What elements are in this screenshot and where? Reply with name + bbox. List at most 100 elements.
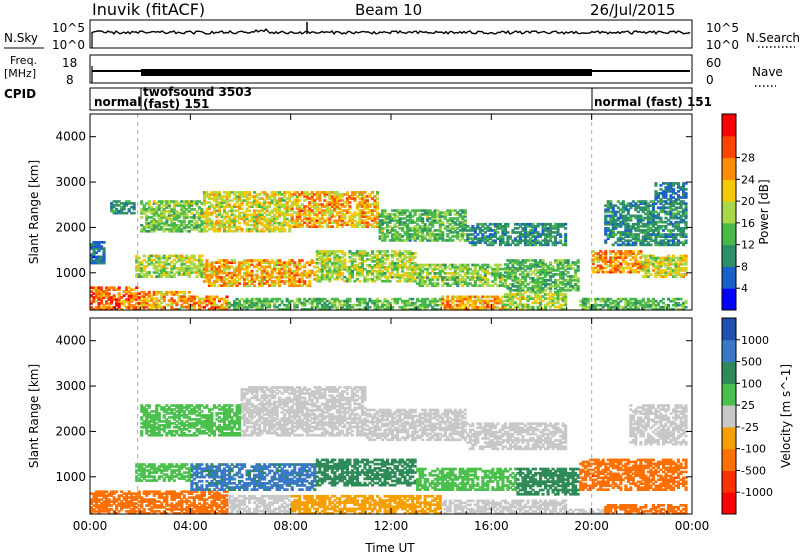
nsearch-tick-top: 10^5 [706, 21, 739, 35]
data-cell [188, 291, 191, 294]
nsky-tick-bottom: 10^0 [52, 38, 85, 52]
freq-unit-label: [MHz] [4, 67, 36, 80]
data-cell [577, 285, 580, 288]
data-cell [200, 255, 203, 258]
data-cell [680, 298, 683, 301]
data-cell [113, 294, 116, 297]
data-cell [343, 258, 346, 261]
data-cell [341, 272, 344, 275]
beam-title: Beam 10 [355, 1, 422, 19]
data-cell [564, 293, 567, 296]
data-cell [118, 286, 121, 289]
data-cell [414, 256, 417, 259]
data-cell [577, 277, 580, 280]
data-cell [135, 286, 138, 289]
data-cell [138, 257, 141, 260]
nave-label: Nave [752, 65, 783, 79]
data-cell [667, 304, 670, 307]
data-cell [348, 298, 351, 301]
data-cell [441, 296, 444, 299]
data-cell [238, 282, 241, 285]
data-cell [542, 259, 545, 262]
data-cell [371, 250, 374, 253]
data-cell [118, 292, 121, 295]
nsearch-label: N.Search [746, 31, 800, 45]
nsky-panel: N.Sky 10^5 10^0 10^5 10^0 N.Search [4, 20, 800, 52]
data-cell [486, 278, 489, 281]
data-cell [685, 267, 688, 270]
power-data-cells [90, 114, 688, 311]
cpid-panel: CPID normal twofsound 3503 (fast) 151 no… [4, 85, 712, 111]
data-cell [685, 300, 688, 303]
data-cell [685, 255, 688, 258]
cpid-segment-normal: normal [94, 95, 141, 109]
data-cell [466, 264, 469, 267]
data-cell [436, 282, 439, 285]
data-cell [308, 280, 311, 283]
data-cell [248, 191, 251, 194]
data-cell [567, 271, 570, 274]
data-cell [384, 262, 387, 265]
data-cell [100, 286, 103, 289]
freq-label: Freq. [10, 54, 37, 67]
data-cell [411, 298, 414, 301]
data-cell [233, 259, 236, 262]
nsky-tick-top: 10^5 [52, 21, 85, 35]
data-cell [226, 296, 229, 299]
data-cell [549, 261, 552, 264]
data-cell [642, 298, 645, 301]
data-cell [200, 259, 203, 262]
data-cell [343, 252, 346, 255]
data-cell [140, 200, 143, 203]
data-cell [303, 280, 306, 283]
data-cell [165, 267, 168, 270]
data-cell [298, 298, 301, 301]
data-cell [604, 250, 607, 253]
nave-tick-top: 60 [706, 56, 721, 70]
data-cell [639, 250, 642, 253]
data-cell [328, 258, 331, 261]
data-cell [685, 306, 688, 309]
data-cell [368, 306, 371, 309]
date-title: 26/Jul/2015 [590, 1, 675, 19]
data-cell [363, 298, 366, 301]
data-cell [248, 210, 251, 213]
data-cell [353, 258, 356, 261]
freq-tick-bottom: 8 [66, 73, 74, 87]
data-cell [532, 306, 535, 309]
data-cell [148, 271, 151, 274]
data-cell [662, 298, 665, 301]
data-cell [140, 216, 143, 219]
data-cell [108, 292, 111, 295]
nsky-frame [90, 20, 692, 48]
station-title: Inuvik (fitACF) [92, 0, 205, 19]
data-cell [200, 208, 203, 211]
data-cell [183, 291, 186, 294]
data-cell [389, 280, 392, 283]
nsky-label: N.Sky [4, 31, 38, 45]
data-cell [150, 275, 153, 278]
data-cell [301, 259, 304, 262]
data-cell [281, 300, 284, 303]
freq-switching-band [141, 69, 592, 76]
freq-tick-top: 18 [62, 56, 77, 70]
nave-tick-bottom: 0 [706, 73, 714, 87]
radar-summary-plot: Inuvik (fitACF) Beam 10 26/Jul/2015 N.Sk… [0, 0, 800, 554]
data-cell [253, 284, 256, 287]
data-cell [218, 191, 221, 194]
nsky-trace [92, 22, 690, 48]
data-cell [241, 228, 244, 231]
data-cell [567, 259, 570, 262]
data-cell [386, 250, 389, 253]
data-cell [148, 200, 151, 203]
data-cell [251, 270, 254, 273]
data-cell [552, 265, 555, 268]
freq-panel: Freq. [MHz] 18 8 60 0 Nave [4, 54, 783, 87]
data-cell [499, 264, 502, 267]
nsearch-tick-bottom: 10^0 [706, 38, 739, 52]
data-cell [632, 250, 635, 253]
data-cell [577, 265, 580, 268]
data-cell [238, 222, 241, 225]
cpid-label: CPID [4, 87, 36, 101]
